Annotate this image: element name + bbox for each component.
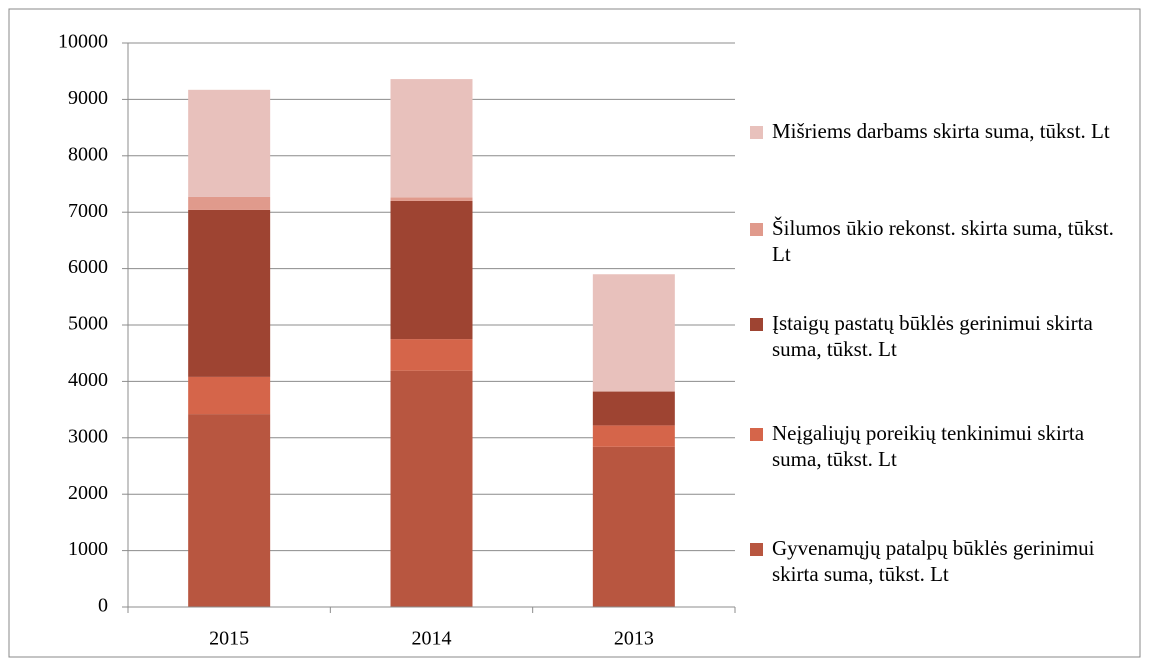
y-tick-label: 5000 xyxy=(68,313,108,335)
bar-segment xyxy=(592,391,675,426)
legend-label: Neįgaliųjų poreikių tenkinimui skirta su… xyxy=(772,421,1085,471)
bar-segment xyxy=(188,196,271,210)
legend-entry: Neįgaliųjų poreikių tenkinimui skirta su… xyxy=(750,420,1122,472)
legend-swatch xyxy=(750,428,763,441)
legend-entry: Šilumos ūkio rekonst. skirta suma, tūkst… xyxy=(750,215,1122,267)
legend-swatch xyxy=(750,223,763,236)
bar-segment xyxy=(390,197,473,201)
y-tick-label: 6000 xyxy=(68,256,108,278)
y-tick-label: 2000 xyxy=(68,482,108,504)
y-tick-label: 7000 xyxy=(68,200,108,222)
bar-segment xyxy=(188,209,271,377)
legend-label: Mišriems darbams skirta suma, tūkst. Lt xyxy=(772,119,1110,143)
legend-entry: Mišriems darbams skirta suma, tūkst. Lt xyxy=(750,118,1122,144)
legend-label: Įstaigų pastatų būklės gerinimui skirta … xyxy=(772,311,1093,361)
x-tick-label: 2014 xyxy=(412,628,452,650)
y-tick-label: 3000 xyxy=(68,425,108,447)
y-tick-label: 1000 xyxy=(68,538,108,560)
bar-segment xyxy=(390,370,473,607)
y-tick-label: 8000 xyxy=(68,143,108,165)
bar-segment xyxy=(390,200,473,340)
y-tick-label: 0 xyxy=(98,595,108,617)
bar-segment xyxy=(592,425,675,447)
legend-swatch xyxy=(750,543,763,556)
legend-label: Šilumos ūkio rekonst. skirta suma, tūkst… xyxy=(772,216,1114,266)
x-tick-label: 2015 xyxy=(209,628,249,650)
y-tick-label: 4000 xyxy=(68,369,108,391)
y-tick-label: 9000 xyxy=(68,87,108,109)
bar-segment xyxy=(390,339,473,371)
bar-segment xyxy=(188,376,271,415)
legend-swatch xyxy=(750,126,763,139)
bar-segment xyxy=(592,446,675,607)
legend-entry: Įstaigų pastatų būklės gerinimui skirta … xyxy=(750,310,1122,362)
y-tick-label: 10000 xyxy=(58,31,108,53)
bar-segment xyxy=(390,79,473,198)
bar-segment xyxy=(188,414,271,607)
legend-label: Gyvenamųjų patalpų būklės gerinimui skir… xyxy=(772,536,1095,586)
bar-segment xyxy=(188,89,271,197)
x-tick-label: 2013 xyxy=(614,628,654,650)
bar-segment xyxy=(592,274,675,392)
legend-entry: Gyvenamųjų patalpų būklės gerinimui skir… xyxy=(750,535,1122,587)
legend-swatch xyxy=(750,318,763,331)
